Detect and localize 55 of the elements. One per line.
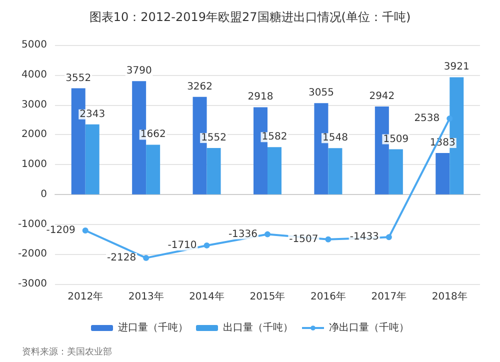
text: 资料来源：美国农业部 xyxy=(22,346,112,356)
x-tick-label: 2014年 xyxy=(189,290,225,302)
data-label: 3262 xyxy=(187,81,213,92)
data-label: 1552 xyxy=(201,132,227,144)
data-label: -1209 xyxy=(46,224,76,236)
y-tick-label: -2000 xyxy=(18,248,47,260)
bar xyxy=(206,148,221,194)
data-label: 3921 xyxy=(444,62,470,73)
x-tick-label: 2012年 xyxy=(68,290,104,302)
x-tick-label: 2018年 xyxy=(432,290,468,302)
data-label: 1509 xyxy=(383,134,409,145)
data-label: 2918 xyxy=(248,92,274,103)
legend-label: 净出口量（千吨） xyxy=(329,322,409,334)
data-label: 3790 xyxy=(126,66,152,77)
y-tick-label: 2000 xyxy=(22,129,47,140)
data-label: -2128 xyxy=(107,252,136,264)
data-label: 1548 xyxy=(322,132,348,144)
x-tick-label: 2013年 xyxy=(128,290,164,302)
y-tick-label: 3000 xyxy=(22,99,47,110)
point xyxy=(82,227,88,234)
x-tick-label: 2016年 xyxy=(310,290,346,302)
point xyxy=(386,234,392,240)
point xyxy=(325,236,332,242)
x-tick-label: 2015年 xyxy=(250,290,286,302)
data-label: -1507 xyxy=(289,234,318,245)
y-tick-label: 4000 xyxy=(22,69,47,80)
data-label: 2538 xyxy=(414,113,440,124)
point xyxy=(204,242,210,248)
point xyxy=(446,116,453,122)
legend-label: 出口量（千吨） xyxy=(223,322,293,334)
point xyxy=(264,231,270,238)
y-tick-label: -1000 xyxy=(18,218,47,230)
data-label: 3055 xyxy=(308,88,334,99)
data-label: -1433 xyxy=(350,232,379,243)
bar xyxy=(388,149,403,194)
bar xyxy=(85,124,100,194)
data-label: -1710 xyxy=(168,240,197,251)
data-label: 3552 xyxy=(66,72,92,84)
y-tick-label: -3000 xyxy=(18,278,47,290)
data-label: -1336 xyxy=(228,228,258,240)
legend-label: 进口量（千吨） xyxy=(118,322,188,334)
point xyxy=(143,254,150,261)
y-tick-label: 0 xyxy=(40,188,47,200)
data-label: 2942 xyxy=(369,90,395,102)
x-tick-label: 2017年 xyxy=(371,290,407,302)
bar xyxy=(268,147,282,194)
y-tick-label: 5000 xyxy=(22,40,47,50)
data-label: 2343 xyxy=(80,108,106,120)
chart-title: 图表10：2012-2019年欧盟27国糖进出口情况(单位：千吨) xyxy=(89,10,411,24)
data-label: 1582 xyxy=(262,132,288,143)
bar xyxy=(146,144,160,194)
y-tick-label: 1000 xyxy=(22,159,47,170)
bar xyxy=(436,153,450,194)
data-label: 1662 xyxy=(140,129,166,140)
bar xyxy=(328,148,342,194)
